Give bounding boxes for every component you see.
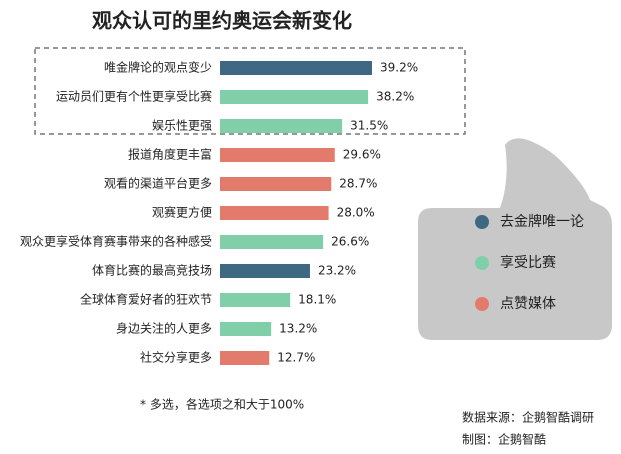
bar [220,235,324,249]
legend-label: 点赞媒体 [500,296,556,312]
value-label: 12.7% [277,351,315,365]
category-label: 娱乐性更强 [152,119,212,133]
highlight-box [34,47,466,135]
value-label: 13.2% [279,322,317,336]
legend-label: 去金牌唯一论 [500,213,584,230]
legend-marker [475,256,489,270]
bar [220,206,329,220]
bar [220,119,343,133]
bar [220,177,332,191]
legend-label: 享受比赛 [500,254,556,271]
value-label: 31.5% [350,119,388,133]
category-label: 社交分享更多 [140,350,212,365]
category-label: 运动员们更有个性更享受比赛 [56,89,212,104]
value-label: 23.2% [318,264,356,278]
credit: 制图：企鹅智酷 [462,432,546,447]
category-label: 唯金牌论的观点变少 [104,60,212,75]
category-label: 报道角度更丰富 [128,147,212,162]
value-label: 28.0% [337,206,375,220]
category-label: 观众更享受体育赛事带来的各种感受 [20,234,212,249]
footnote: * 多选，各选项之和大于100% [140,397,304,412]
value-label: 18.1% [298,293,336,307]
source: 数据来源：企鹅智酷调研 [462,410,594,425]
value-label: 26.6% [331,235,369,249]
bar [220,351,270,365]
bar [220,264,310,278]
category-label: 体育比赛的最高竞技场 [92,263,212,278]
value-label: 28.7% [339,177,377,191]
category-label: 观赛更方便 [152,205,212,220]
value-label: 38.2% [376,90,414,104]
bar [220,90,369,104]
value-label: 29.6% [343,148,381,162]
bar [220,293,291,307]
bar [220,61,372,75]
category-label: 全球体育爱好者的狂欢节 [80,292,212,307]
category-label: 观看的渠道平台更多 [104,176,212,191]
bar [220,148,335,162]
legend-marker [475,215,489,229]
thumb-background [418,138,612,340]
category-label: 身边关注的人更多 [116,321,212,336]
chart-title: 观众认可的里约奥运会新变化 [92,9,352,33]
bar [220,322,272,336]
value-label: 39.2% [380,61,418,75]
legend-marker [475,297,489,311]
